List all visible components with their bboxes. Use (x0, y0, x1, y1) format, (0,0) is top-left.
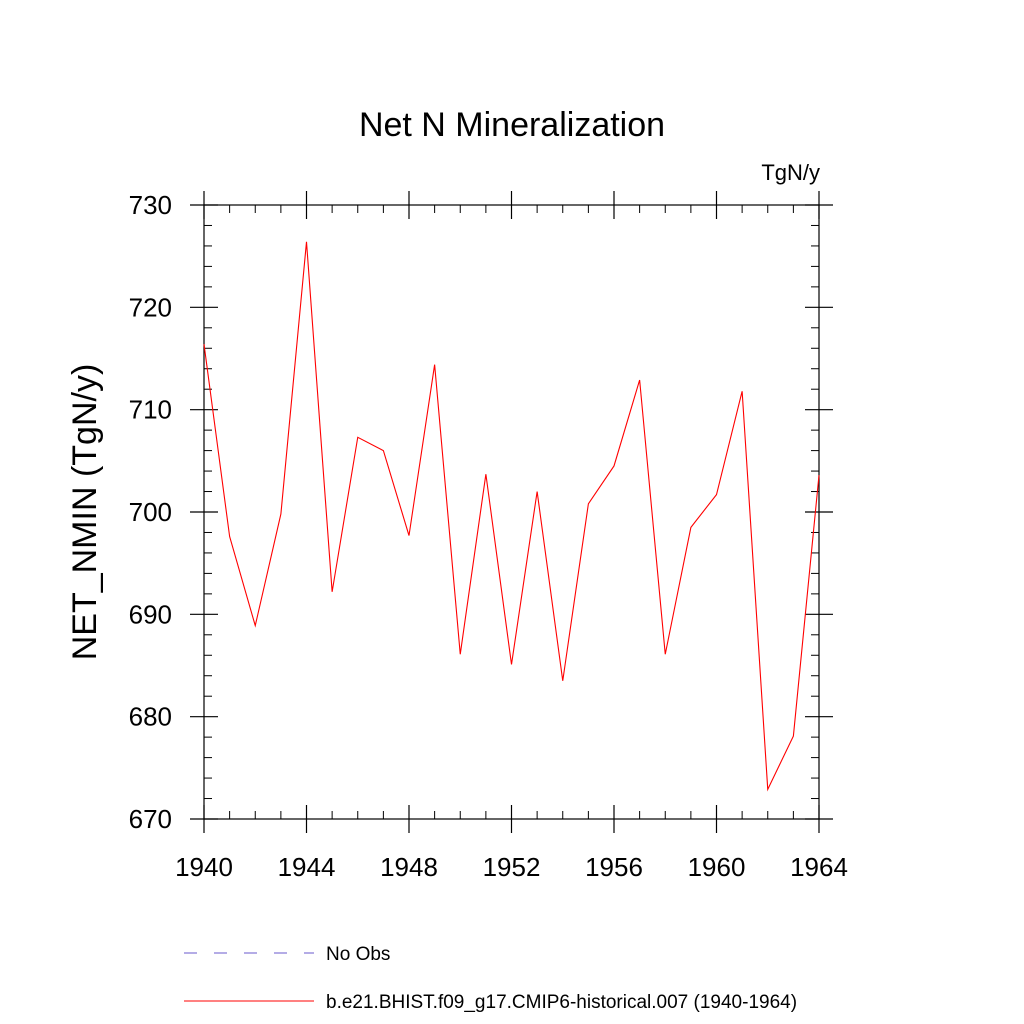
y-tick-label: 730 (129, 190, 172, 220)
legend-label-1: b.e21.BHIST.f09_g17.CMIP6-historical.007… (326, 992, 797, 1013)
x-tick-label: 1964 (790, 852, 848, 882)
y-tick-label: 680 (129, 702, 172, 732)
y-tick-label: 690 (129, 599, 172, 629)
y-tick-label: 670 (129, 804, 172, 834)
y-tick-label: 700 (129, 497, 172, 527)
ticks-group (190, 191, 833, 833)
plot-frame (203, 204, 820, 820)
legend: No Obs b.e21.BHIST.f09_g17.CMIP6-historic… (184, 944, 797, 1013)
series-group (203, 241, 820, 792)
units-label: TgN/y (761, 160, 820, 185)
x-tick-label: 1960 (688, 852, 746, 882)
x-tick-label: 1944 (278, 852, 336, 882)
x-tick-label: 1948 (380, 852, 438, 882)
legend-label-0: No Obs (326, 944, 390, 965)
x-tick-label: 1952 (483, 852, 541, 882)
tick-labels-group: 1940 1944 1948 1952 1956 1960 1964 670 680 690 700… (129, 190, 848, 882)
y-tick-label: 720 (129, 292, 172, 322)
series-line-1 (203, 241, 820, 792)
y-axis-label: NET_NMIN (TgN/y) (66, 364, 104, 661)
x-tick-label: 1940 (175, 852, 233, 882)
x-tick-label: 1956 (585, 852, 643, 882)
y-tick-label: 710 (129, 395, 172, 425)
chart-title: Net N Mineralization (359, 106, 665, 144)
